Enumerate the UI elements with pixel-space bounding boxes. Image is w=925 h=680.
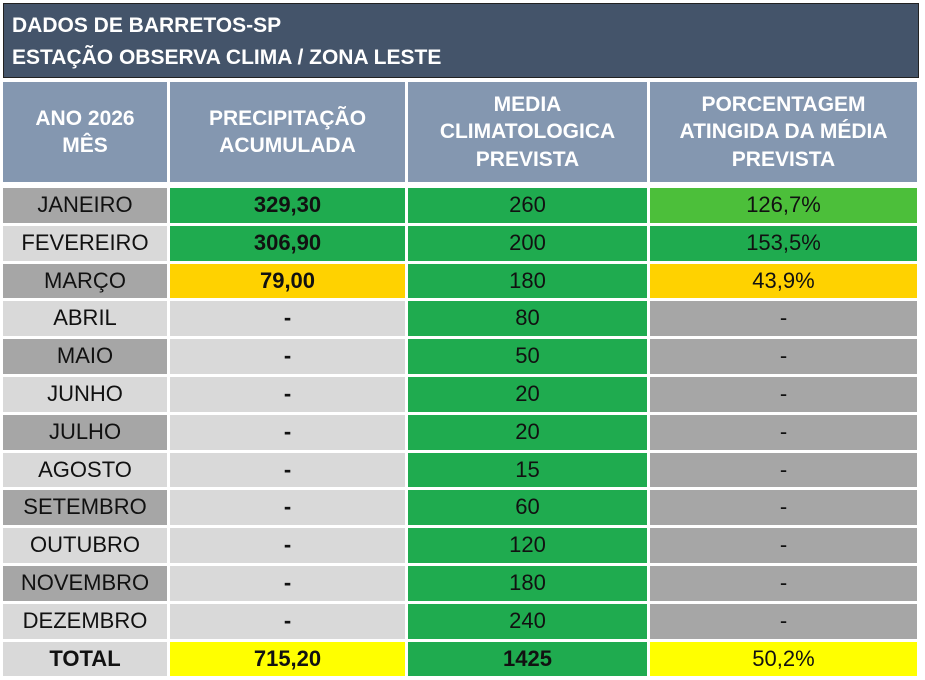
table-cell: - bbox=[650, 414, 917, 450]
table-cell: - bbox=[170, 603, 405, 639]
table-cell: - bbox=[170, 414, 405, 450]
table-cell: 79,00 bbox=[170, 263, 405, 299]
table-cell: JULHO bbox=[3, 414, 167, 450]
total-cell: 50,2% bbox=[650, 641, 917, 677]
table-cell: - bbox=[650, 490, 917, 526]
table-cell: ABRIL bbox=[3, 301, 167, 337]
table-cell: - bbox=[170, 490, 405, 526]
header-text: MEDIA bbox=[493, 93, 562, 117]
header-cell: PRECIPITAÇÃO ACUMULADA bbox=[170, 82, 405, 182]
table-cell: - bbox=[170, 377, 405, 412]
header-text: MÊS bbox=[62, 134, 108, 157]
table-cell: JUNHO bbox=[3, 377, 167, 412]
table-cell: JANEIRO bbox=[3, 188, 167, 223]
total-cell: 715,20 bbox=[170, 641, 405, 677]
table-cell: 60 bbox=[408, 490, 647, 526]
title-line: ESTAÇÃO OBSERVA CLIMA / ZONA LESTE bbox=[12, 46, 442, 69]
table-cell: 180 bbox=[408, 566, 647, 601]
header-cell: MEDIA CLIMATOLOGICA PREVISTA bbox=[408, 82, 647, 182]
header-text: PREVISTA bbox=[475, 147, 580, 171]
header-cell: PORCENTAGEM ATINGIDA DA MÉDIA PREVISTA bbox=[650, 82, 917, 182]
title-line: DADOS DE BARRETOS-SP bbox=[12, 14, 282, 37]
table-cell: - bbox=[170, 566, 405, 601]
table-cell: MARÇO bbox=[3, 263, 167, 299]
table-cell: SETEMBRO bbox=[3, 490, 167, 526]
table-cell: NOVEMBRO bbox=[3, 566, 167, 601]
table-cell: - bbox=[650, 301, 917, 337]
header-text: ATINGIDA DA MÉDIA bbox=[679, 120, 888, 144]
table-cell: DEZEMBRO bbox=[3, 603, 167, 639]
table-cell: 15 bbox=[408, 452, 647, 488]
header-text: ACUMULADA bbox=[219, 134, 356, 157]
table-cell: - bbox=[650, 566, 917, 601]
table-cell: 126,7% bbox=[650, 188, 917, 223]
table-cell: 260 bbox=[408, 188, 647, 223]
table-cell: 20 bbox=[408, 414, 647, 450]
table-cell: 240 bbox=[408, 603, 647, 639]
header-text: ANO 2026 bbox=[35, 106, 135, 130]
table-cell: 329,30 bbox=[170, 188, 405, 223]
table-cell: - bbox=[170, 452, 405, 488]
table-cell: - bbox=[170, 528, 405, 563]
table-cell: - bbox=[170, 301, 405, 337]
table-cell: 50 bbox=[408, 339, 647, 374]
table-cell: 20 bbox=[408, 377, 647, 412]
table-cell: AGOSTO bbox=[3, 452, 167, 488]
header-cell: ANO 2026 MÊS bbox=[3, 82, 167, 182]
table-cell: MAIO bbox=[3, 339, 167, 374]
table-cell: 80 bbox=[408, 301, 647, 337]
header-text: PREVISTA bbox=[731, 147, 836, 171]
table-cell: - bbox=[650, 452, 917, 488]
table-cell: FEVEREIRO bbox=[3, 225, 167, 261]
total-cell: TOTAL bbox=[3, 641, 167, 677]
table-cell: OUTUBRO bbox=[3, 528, 167, 563]
table-cell: 153,5% bbox=[650, 225, 917, 261]
table-cell: - bbox=[650, 528, 917, 563]
table-cell: - bbox=[650, 603, 917, 639]
title-box: DADOS DE BARRETOS-SP ESTAÇÃO OBSERVA CLI… bbox=[3, 3, 919, 78]
header-text: PORCENTAGEM bbox=[701, 93, 866, 117]
table-cell: - bbox=[170, 339, 405, 374]
table-cell: 180 bbox=[408, 263, 647, 299]
header-text: CLIMATOLOGICA bbox=[439, 120, 616, 144]
header-text: PRECIPITAÇÃO bbox=[208, 106, 367, 130]
total-cell: 1425 bbox=[408, 641, 647, 677]
table-cell: 200 bbox=[408, 225, 647, 261]
table-cell: 120 bbox=[408, 528, 647, 563]
table-cell: 43,9% bbox=[650, 263, 917, 299]
table-cell: - bbox=[650, 339, 917, 374]
table-cell: - bbox=[650, 377, 917, 412]
table-cell: 306,90 bbox=[170, 225, 405, 261]
